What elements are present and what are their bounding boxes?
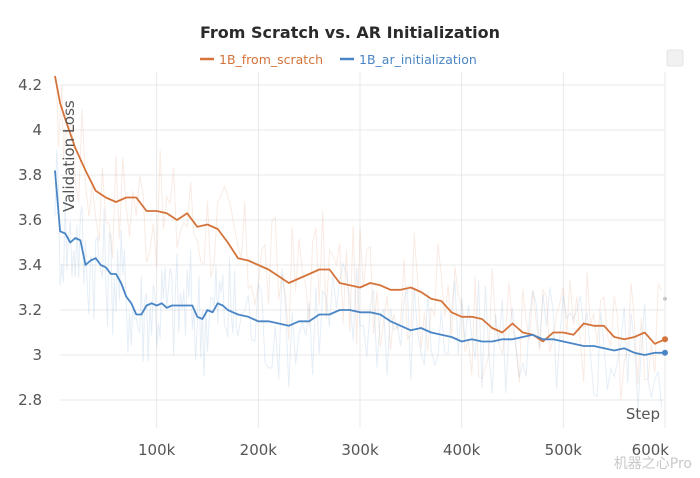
- legend-label-ar-initialization[interactable]: 1B_ar_initialization: [359, 52, 477, 67]
- y-tick-label: 4: [32, 121, 42, 139]
- watermark: 机器之心Pro: [614, 456, 692, 472]
- y-tick-label: 3.8: [18, 166, 42, 184]
- chart-title: From Scratch vs. AR Initialization: [200, 23, 500, 42]
- series-line-1B_ar_initialization[interactable]: [54, 170, 665, 356]
- y-tick-label: 3.6: [18, 211, 42, 229]
- x-tick-label: 500k: [545, 441, 583, 459]
- tick-layer: 2.8 3 3.2 3.4 3.6 3.8 4 4.2 100k 200k 300k 400k 500k…: [18, 76, 669, 459]
- y-axis-label: Validation Loss: [60, 100, 78, 212]
- raw-end-point: [663, 296, 667, 301]
- x-tick-label: 400k: [443, 441, 481, 459]
- raw-trace-1: [54, 149, 663, 410]
- series-end-point-1B_from_scratch[interactable]: [662, 336, 668, 343]
- x-axis-label: Step: [626, 405, 660, 423]
- x-tick-label: 200k: [240, 441, 278, 459]
- legend-label-from-scratch[interactable]: 1B_from_scratch: [219, 52, 323, 67]
- series-layer: [54, 75, 668, 356]
- y-tick-label: 3.2: [18, 301, 42, 319]
- x-tick-label: 100k: [138, 441, 176, 459]
- x-tick-label: 300k: [341, 441, 379, 459]
- y-tick-label: 2.8: [18, 391, 42, 409]
- raw-noise-layer: [54, 84, 663, 410]
- grid-layer: [60, 72, 666, 428]
- legend: 1B_from_scratch 1B_ar_initialization: [200, 52, 477, 67]
- y-tick-label: 4.2: [18, 76, 42, 94]
- raw-trace-0: [55, 84, 663, 401]
- series-end-point-1B_ar_initialization[interactable]: [662, 349, 668, 356]
- chart-options-button[interactable]: [666, 49, 684, 67]
- series-line-1B_from_scratch[interactable]: [54, 75, 666, 345]
- y-tick-label: 3.4: [18, 256, 42, 274]
- y-tick-label: 3: [32, 346, 42, 364]
- x-tick-label: 600k: [632, 441, 670, 459]
